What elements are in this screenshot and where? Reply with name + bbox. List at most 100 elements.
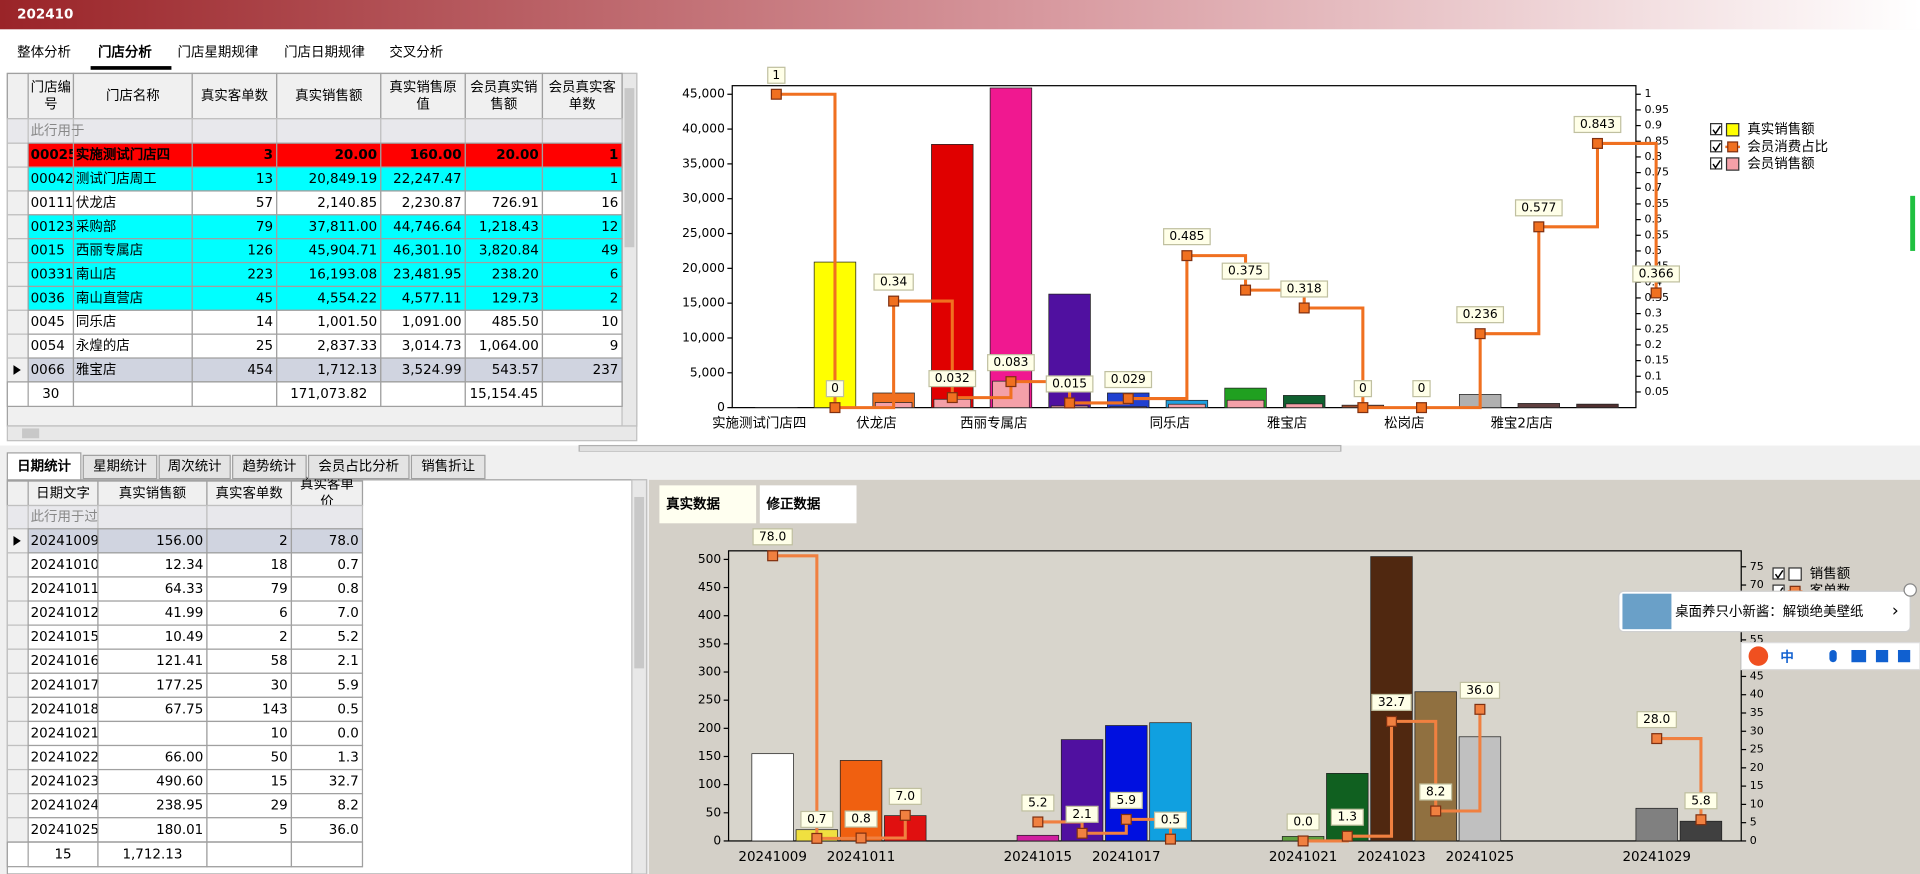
column-header[interactable]: 真实销售原值 — [389, 80, 456, 113]
cell-text[interactable]: 45 — [256, 291, 273, 306]
cell-text[interactable]: 采购部 — [76, 219, 116, 235]
cell-text[interactable]: 1,712.13 — [317, 363, 377, 378]
cell-text[interactable]: 0.8 — [337, 582, 358, 597]
cell-text[interactable]: 12.34 — [165, 558, 204, 573]
h-scrollbar[interactable] — [6, 425, 638, 442]
cell-text[interactable]: 79 — [256, 220, 273, 235]
cell-text[interactable]: 00111 — [31, 196, 74, 211]
cell-text[interactable]: 20241010 — [31, 558, 99, 573]
cell-text[interactable]: 18 — [271, 558, 288, 573]
cell-text[interactable]: 20,849.19 — [309, 172, 377, 187]
cell-text[interactable]: 14 — [256, 315, 273, 330]
column-header[interactable]: 真实客单数 — [201, 87, 269, 104]
cell-text[interactable]: 西丽专属店 — [76, 243, 143, 259]
cell-text[interactable]: 454 — [247, 363, 273, 378]
cell-text[interactable]: 4,554.22 — [317, 291, 377, 306]
cell-text[interactable]: 126 — [247, 244, 273, 259]
main-tab[interactable]: 门店星期规律 — [178, 45, 259, 61]
cell-text[interactable]: 726.91 — [492, 196, 539, 211]
chart-button[interactable] — [658, 484, 758, 525]
cell-text[interactable]: 4,577.11 — [402, 291, 462, 306]
cell-text[interactable]: 10 — [601, 315, 618, 330]
cell-text[interactable]: 0066 — [31, 363, 65, 378]
cell-text[interactable]: 1 — [609, 148, 618, 163]
column-header[interactable]: 会员真实销售额 — [470, 80, 537, 113]
cell-text[interactable]: 2 — [610, 291, 619, 306]
chart-button-label[interactable]: 修正数据 — [766, 495, 821, 512]
chart-button[interactable] — [758, 484, 858, 525]
cell-text[interactable]: 1,001.50 — [317, 315, 377, 330]
cell-text[interactable]: 44,746.64 — [393, 220, 461, 235]
bottom-tab[interactable] — [307, 454, 410, 480]
column-header[interactable]: 真实销售额 — [295, 88, 363, 104]
cell-text[interactable]: 64.33 — [165, 582, 204, 597]
cell-text[interactable]: 23,481.95 — [393, 268, 461, 283]
cell-text[interactable]: 同乐店 — [76, 314, 116, 330]
cell-text[interactable]: 20241023 — [31, 775, 99, 790]
cell-text[interactable]: 20241009 — [31, 534, 99, 549]
bottom-tab-label[interactable]: 会员占比分析 — [318, 458, 399, 474]
cell-text[interactable]: 238.95 — [156, 799, 203, 814]
cell-text[interactable]: 20241018 — [31, 702, 99, 717]
cell-text[interactable]: 32.7 — [329, 775, 359, 790]
cell-text[interactable]: 7.0 — [337, 606, 358, 621]
cell-text[interactable]: 22,247.47 — [393, 172, 461, 187]
cell-text[interactable]: 南山店 — [76, 267, 116, 283]
cell-text[interactable]: 1,218.43 — [479, 220, 539, 235]
ime-bar[interactable]: 中 — [1740, 642, 1920, 671]
cell-text[interactable]: 79 — [271, 582, 288, 597]
cell-text[interactable]: 50 — [271, 751, 288, 766]
cell-text[interactable]: 伏龙店 — [76, 195, 116, 211]
cell-text[interactable]: 1 — [610, 172, 619, 187]
bottom-tab[interactable] — [232, 454, 307, 480]
cell-text[interactable]: 25 — [256, 339, 273, 354]
cell-text[interactable]: 3,014.73 — [402, 339, 462, 354]
bottom-tab-label[interactable]: 销售折让 — [421, 458, 475, 474]
scroll-thumb[interactable] — [22, 428, 40, 439]
scroll-thumb[interactable] — [624, 88, 635, 248]
cell-text[interactable]: 测试门店周工 — [76, 171, 157, 187]
cell-text[interactable]: 1,091.00 — [402, 315, 462, 330]
legend-label[interactable]: 真实销售额 — [1747, 122, 1815, 138]
cell-text[interactable]: 0.5 — [337, 702, 358, 717]
cell-text[interactable]: 00042 — [31, 172, 74, 187]
cell-text[interactable]: 20241011 — [31, 582, 99, 597]
cell-text[interactable]: 121.41 — [156, 654, 203, 669]
bottom-tab[interactable] — [6, 452, 82, 481]
cell-text[interactable]: 16,193.08 — [309, 268, 377, 283]
cell-text[interactable]: 5 — [279, 823, 288, 838]
ime-icon[interactable] — [1829, 649, 1837, 663]
legend-checkbox[interactable] — [1710, 140, 1723, 153]
popup-text[interactable]: 桌面养只小新酱：解锁绝美壁纸 — [1675, 604, 1863, 620]
ime-icon[interactable] — [1897, 649, 1911, 663]
cell-text[interactable]: 00331 — [31, 268, 74, 283]
cell-text[interactable]: 37,811.00 — [309, 220, 377, 235]
cell-text[interactable]: 5.2 — [337, 630, 358, 645]
cell-text[interactable]: 20241016 — [31, 654, 99, 669]
cell-text[interactable]: 45,904.71 — [309, 244, 377, 259]
bottom-tab[interactable] — [82, 454, 158, 480]
cell-text[interactable]: 238.20 — [492, 268, 539, 283]
cell-text[interactable]: 78.0 — [329, 534, 359, 549]
cell-text[interactable]: 160.00 — [410, 148, 462, 163]
cell-text[interactable]: 485.50 — [492, 315, 539, 330]
cell-text[interactable]: 20241012 — [31, 606, 99, 621]
bottom-tab[interactable] — [158, 454, 231, 480]
cell-text[interactable]: 实施测试门店四 — [76, 146, 170, 163]
cell-text[interactable]: 20241017 — [31, 678, 99, 693]
cell-text[interactable]: 00025 — [31, 148, 78, 163]
ime-icon[interactable] — [1851, 649, 1867, 663]
cell-text[interactable]: 67.75 — [165, 702, 204, 717]
cell-text[interactable]: 0036 — [31, 291, 65, 306]
legend-label[interactable]: 销售额 — [1810, 566, 1851, 582]
cell-text[interactable]: 3 — [264, 148, 273, 163]
cell-text[interactable]: 20241021 — [31, 726, 99, 741]
popup[interactable]: 桌面养只小新酱：解锁绝美壁纸 › — [1618, 583, 1917, 633]
cell-text[interactable]: 南山直营店 — [76, 290, 143, 306]
cell-text[interactable]: 6 — [610, 268, 619, 283]
cell-text[interactable]: 10 — [271, 726, 288, 741]
column-header[interactable]: 会员真实客单数 — [549, 79, 616, 113]
legend-checkbox[interactable] — [1710, 157, 1723, 170]
cell-text[interactable]: 2 — [279, 534, 288, 549]
legend-label[interactable]: 会员消费占比 — [1747, 139, 1828, 155]
